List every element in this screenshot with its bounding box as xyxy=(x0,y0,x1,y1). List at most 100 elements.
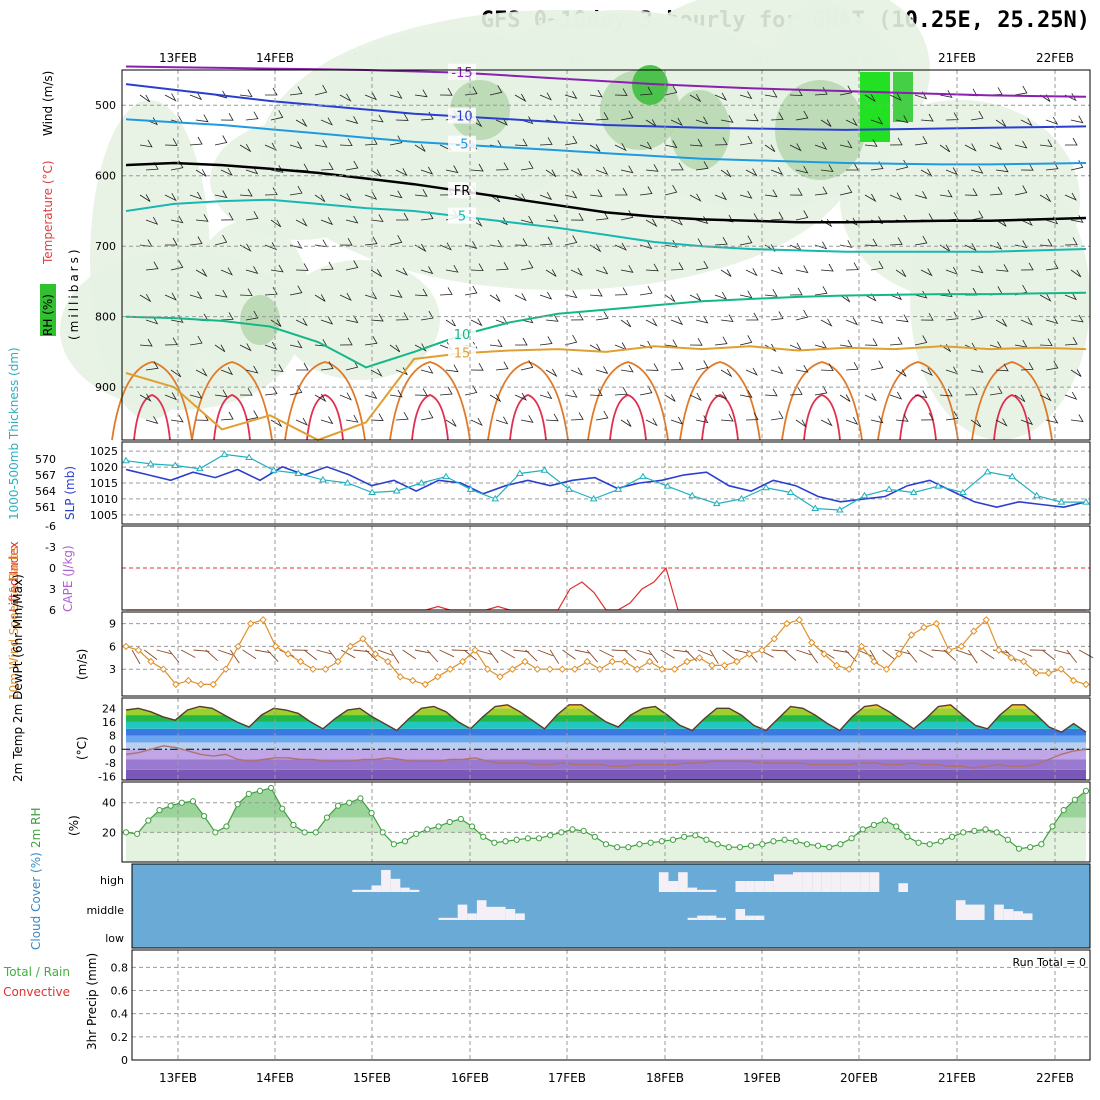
cloud-bar-high xyxy=(381,870,391,892)
wind-speed-line-point xyxy=(708,661,716,670)
cloud-bar-middle xyxy=(486,906,497,920)
rh-line-point xyxy=(1038,841,1045,848)
upper-wind-barb xyxy=(614,143,627,152)
slp-line-point xyxy=(195,464,204,472)
wind-speed-line-point xyxy=(670,665,679,673)
cloud-background xyxy=(132,864,1090,948)
wind-speed-line-point xyxy=(596,665,604,673)
surface-wind-barb xyxy=(266,649,279,663)
rh-line-point xyxy=(480,833,487,840)
upper-wind-barb xyxy=(664,339,678,348)
surface-wind-barb xyxy=(365,649,378,662)
surface-wind-barb xyxy=(833,649,849,653)
slp-line-point xyxy=(860,491,869,499)
upper-wind-barb xyxy=(895,115,909,124)
wind-speed-line-point xyxy=(371,650,380,658)
upper-wind-barb xyxy=(364,391,378,399)
pressure-tick: 600 xyxy=(95,170,116,183)
cloud-axis-label: Cloud Cover (%) xyxy=(29,852,43,950)
wind-speed-line-point xyxy=(982,616,990,624)
upper-wind-barb xyxy=(364,191,378,200)
upper-wind-barb xyxy=(1064,337,1078,346)
upper-wind-barb xyxy=(570,412,584,421)
wind-speed-line-point xyxy=(758,646,766,654)
upper-wind-barb xyxy=(270,319,282,327)
upper-wind-barb xyxy=(139,94,151,103)
rh-line-point xyxy=(960,829,967,836)
isotherm-label: 10 xyxy=(454,328,471,343)
upper-wind-barb xyxy=(239,388,253,396)
upper-wind-barb xyxy=(1045,261,1059,271)
isotherm-label: 15 xyxy=(454,346,471,361)
wind-speed-line-point xyxy=(197,680,205,689)
upper-wind-barb xyxy=(614,342,628,351)
wind-speed-line-point xyxy=(446,665,454,673)
date-label-bottom: 14FEB xyxy=(256,1071,294,1085)
upper-wind-barb xyxy=(714,137,728,146)
upper-wind-barb xyxy=(470,163,484,172)
upper-wind-barb xyxy=(145,216,159,225)
upper-wind-barb xyxy=(839,85,853,96)
date-label-top: 14FEB xyxy=(256,51,294,65)
date-label-top: 13FEB xyxy=(159,51,197,65)
rh-line-point xyxy=(379,829,386,836)
upper-wind-barb xyxy=(670,117,683,126)
upper-wind-barb xyxy=(714,391,728,400)
surface-wind-barb xyxy=(906,649,918,663)
wind-speed-line-point xyxy=(246,619,255,628)
cloud-bar-middle xyxy=(687,917,698,920)
surface-wind-barb xyxy=(783,649,797,661)
upper-wind-barb xyxy=(389,389,403,398)
surface-wind-barb xyxy=(500,649,516,659)
rh-line-point xyxy=(591,833,598,840)
rh-line-point xyxy=(491,839,498,846)
upper-wind-barb xyxy=(695,415,709,424)
wind-speed-line-point xyxy=(259,616,267,624)
wind-speed-line-point xyxy=(334,657,342,666)
upper-wind-barb xyxy=(814,341,828,349)
upper-wind-barb xyxy=(545,214,559,223)
date-label-bottom: 16FEB xyxy=(451,1071,489,1085)
upper-wind-barb xyxy=(464,385,478,396)
upper-wind-barb xyxy=(320,261,334,271)
wind-speed-line-point xyxy=(508,665,517,673)
upper-wind-barb xyxy=(545,169,557,178)
surface-wind-barb xyxy=(857,649,873,657)
slp-line-point xyxy=(712,499,721,507)
wind-speed-line-point xyxy=(920,623,928,632)
temp-tick: 8 xyxy=(109,730,116,743)
surface-wind-barb xyxy=(722,649,736,660)
upper-wind-barb xyxy=(846,162,859,171)
cloud-bar-middle xyxy=(716,917,726,920)
upper-wind-barb xyxy=(814,385,828,396)
upper-wind-barb xyxy=(639,186,653,196)
temperature-axis-label: Temperature (°C) xyxy=(41,160,55,265)
cloud-bar-middle xyxy=(1022,913,1033,920)
date-label-bottom: 22FEB xyxy=(1036,1071,1074,1085)
upper-wind-barb xyxy=(739,135,753,146)
upper-wind-barb xyxy=(320,162,334,171)
upper-wind-barb xyxy=(1065,137,1078,146)
date-label-top: 22FEB xyxy=(1036,51,1074,65)
upper-wind-barb xyxy=(620,419,632,427)
upper-wind-barb xyxy=(745,412,759,421)
upper-wind-barb xyxy=(564,135,578,146)
upper-wind-barb xyxy=(539,137,553,146)
cloud-bar-middle xyxy=(745,915,755,920)
upper-wind-barb xyxy=(370,368,383,377)
upper-wind-barb xyxy=(714,237,728,246)
surface-wind-barb xyxy=(316,649,333,655)
upper-wind-barb xyxy=(645,263,659,272)
rh-shade-high-1 xyxy=(860,72,890,142)
temp-contour-warm-4 xyxy=(487,361,569,441)
upper-wind-barb xyxy=(395,412,409,421)
upper-wind-barb xyxy=(645,318,658,327)
wind-speed-line-point xyxy=(995,646,1003,654)
upper-wind-barb xyxy=(914,335,928,346)
surface-wind-barb xyxy=(513,649,530,653)
slp-line-point xyxy=(515,469,524,476)
rh-line-point xyxy=(134,830,141,837)
upper-wind-barb xyxy=(664,294,676,303)
rh-band-high xyxy=(126,787,1086,818)
upper-wind-barb xyxy=(489,239,503,248)
